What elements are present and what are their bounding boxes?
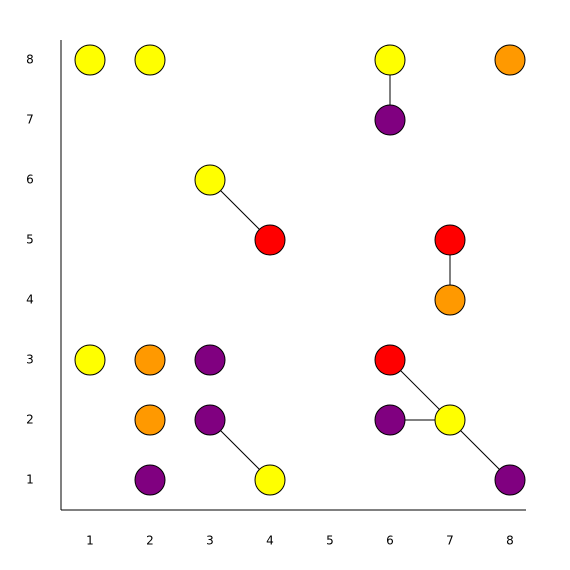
y-tick-label: 7 [26,113,34,127]
node [374,344,406,376]
node [194,404,226,436]
node [134,44,166,76]
x-tick-label: 8 [506,534,514,548]
node [254,464,286,496]
x-tick-label: 1 [86,534,94,548]
y-tick-label: 6 [26,173,34,187]
node [494,44,526,76]
node [194,164,226,196]
node [254,224,286,256]
x-tick-label: 2 [146,534,154,548]
node [74,44,106,76]
y-tick-label: 1 [26,473,34,487]
x-tick-label: 3 [206,534,214,548]
node [194,344,226,376]
x-tick-label: 6 [386,534,394,548]
y-tick-label: 4 [26,293,34,307]
x-tick-label: 5 [326,534,334,548]
node [434,224,466,256]
y-tick-label: 2 [26,413,34,427]
y-tick-label: 8 [26,53,34,67]
node [134,464,166,496]
node [374,404,406,436]
node [374,104,406,136]
x-tick-label: 4 [266,534,274,548]
y-tick-label: 5 [26,233,34,247]
x-tick-label: 7 [446,534,454,548]
node [494,464,526,496]
y-tick-label: 3 [26,353,34,367]
node [374,44,406,76]
node [74,344,106,376]
node [134,344,166,376]
node [434,284,466,316]
node [134,404,166,436]
node [434,404,466,436]
